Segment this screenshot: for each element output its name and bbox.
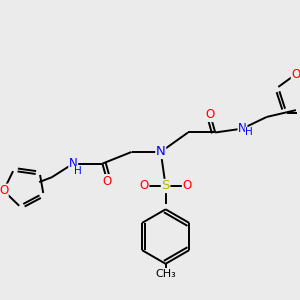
Text: N: N xyxy=(156,146,166,158)
Text: CH₃: CH₃ xyxy=(155,268,176,278)
Text: O: O xyxy=(140,179,149,193)
Text: O: O xyxy=(182,179,192,193)
Text: O: O xyxy=(0,184,8,197)
Text: H: H xyxy=(74,167,82,176)
Text: N: N xyxy=(238,122,247,135)
Text: O: O xyxy=(103,175,112,188)
Text: N: N xyxy=(69,157,78,170)
Text: O: O xyxy=(206,109,215,122)
Text: H: H xyxy=(245,128,253,137)
Text: S: S xyxy=(161,179,170,193)
Text: O: O xyxy=(291,68,300,81)
